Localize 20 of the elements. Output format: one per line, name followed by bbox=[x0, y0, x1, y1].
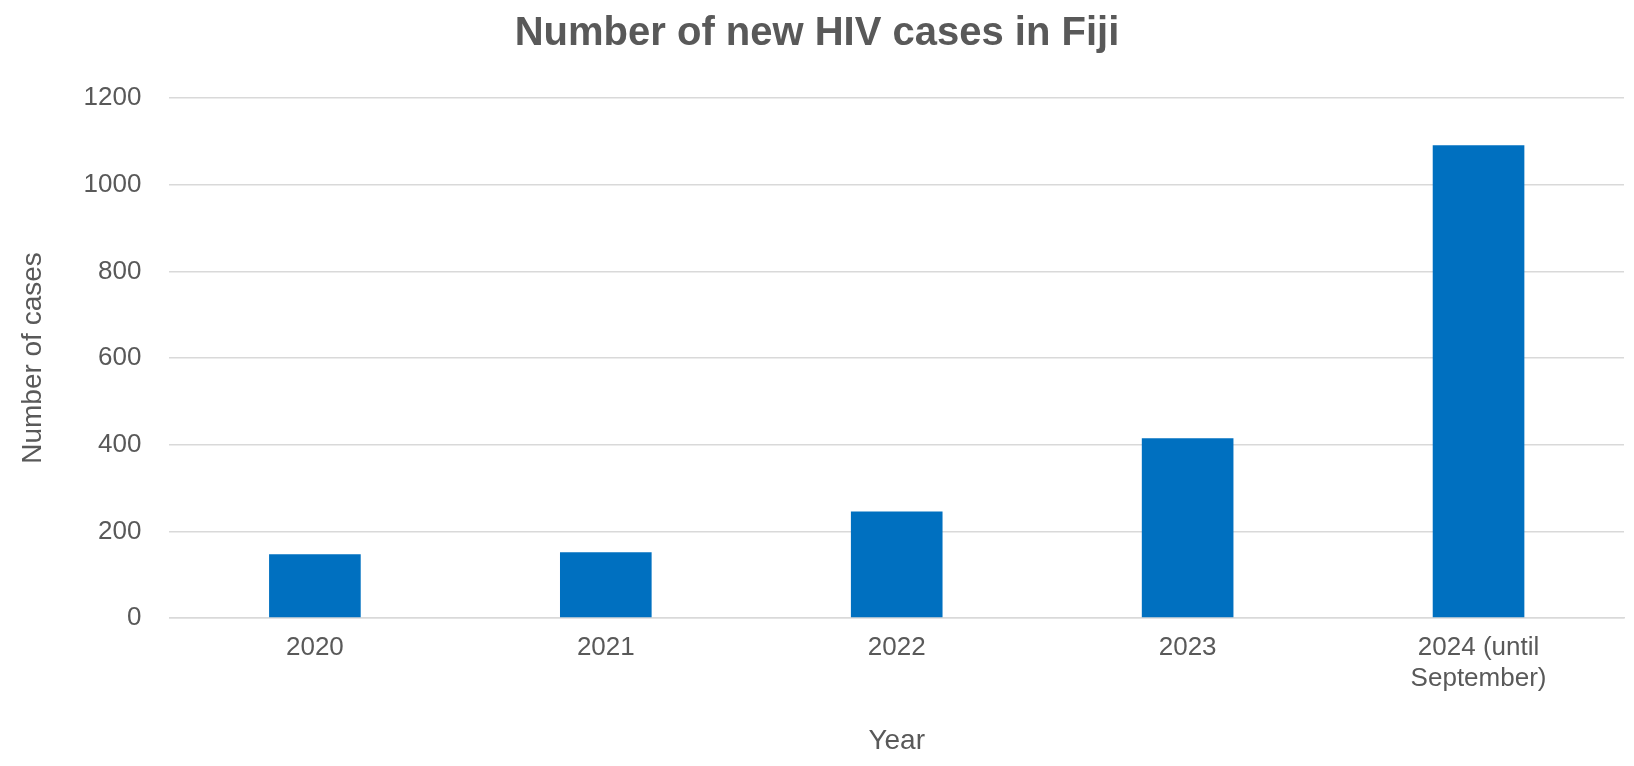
y-axis-title: Number of cases bbox=[15, 252, 47, 464]
y-tick-label: 1200 bbox=[83, 81, 142, 112]
y-tick-label: 800 bbox=[98, 254, 142, 285]
y-tick-label: 600 bbox=[98, 341, 142, 372]
bar bbox=[559, 552, 652, 618]
bar bbox=[850, 511, 943, 618]
y-tick-label: 200 bbox=[98, 514, 142, 545]
x-axis-title: Year bbox=[868, 723, 926, 755]
y-tick-label: 1000 bbox=[83, 167, 142, 198]
y-tick-label: 0 bbox=[126, 601, 142, 632]
bar bbox=[1432, 145, 1525, 618]
bar bbox=[269, 554, 361, 618]
x-tick-label: 2023 bbox=[1158, 630, 1217, 661]
x-tick-label: 2022 bbox=[867, 630, 926, 661]
bar bbox=[1141, 438, 1234, 618]
x-tick-label: 2021 bbox=[576, 630, 635, 661]
x-tick-label: 2020 bbox=[285, 630, 344, 661]
chart-title: Number of new HIV cases in Fiji bbox=[514, 9, 1120, 54]
x-tick-label: 2024 (until September) bbox=[1410, 630, 1547, 692]
y-tick-label: 400 bbox=[98, 427, 142, 458]
